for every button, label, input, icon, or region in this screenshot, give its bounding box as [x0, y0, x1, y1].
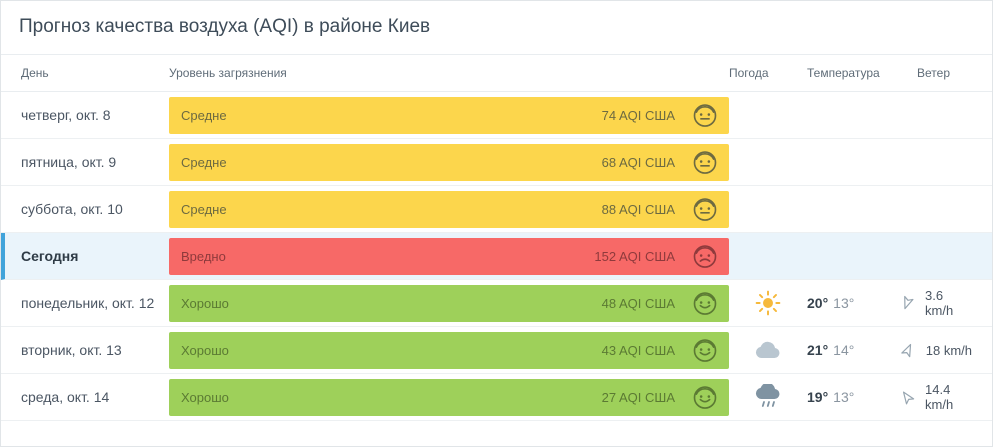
- day-label: пятница, окт. 9: [21, 154, 117, 170]
- aqi-face-icon: [691, 289, 719, 317]
- cloud-icon: [755, 341, 780, 359]
- temperature-cell: [807, 201, 899, 217]
- aqi-value: 74 AQI США: [601, 107, 675, 123]
- aqi-bar: Средне 74 AQI США: [169, 96, 729, 134]
- temperature-cell: 21° 14°: [807, 342, 899, 358]
- temperature-cell: 20° 13°: [807, 295, 899, 311]
- pollution-level-label: Средне: [181, 154, 227, 170]
- day-label: среда, окт. 14: [21, 389, 110, 405]
- wind-speed: 3.6 km/h: [925, 288, 954, 318]
- temperature-max: 20°: [807, 295, 829, 311]
- aqi-value: 152 AQI США: [594, 248, 675, 264]
- aqi-bar: Средне 68 AQI США: [169, 143, 729, 181]
- day-label: суббота, окт. 10: [21, 201, 123, 217]
- aqi-bar: Средне 88 AQI США: [169, 190, 729, 228]
- table-row[interactable]: понедельник, окт. 12 Хорошо 48 AQI США 2…: [1, 280, 992, 327]
- day-label: Сегодня: [21, 248, 79, 264]
- aqi-value: 43 AQI США: [601, 342, 675, 358]
- aqi-bar: Хорошо 48 AQI США: [169, 284, 729, 322]
- header-day: День: [21, 66, 49, 80]
- header-pollution-level: Уровень загрязнения: [169, 66, 287, 80]
- header-wind: Ветер: [917, 66, 950, 80]
- temperature-cell: 19° 13°: [807, 389, 899, 405]
- pollution-level-label: Хорошо: [181, 295, 229, 311]
- temperature-cell: [807, 107, 899, 123]
- aqi-value: 88 AQI США: [601, 201, 675, 217]
- cloud-icon: [729, 339, 807, 361]
- pollution-level-label: Хорошо: [181, 342, 229, 358]
- wind-direction-icon: [899, 389, 915, 405]
- aqi-face-icon: [691, 101, 719, 129]
- temperature-min: 14°: [833, 342, 855, 358]
- temperature-cell: [807, 248, 899, 264]
- page-title: Прогноз качества воздуха (AQI) в районе …: [19, 16, 431, 37]
- table-row[interactable]: среда, окт. 14 Хорошо 27 AQI США 19° 13° …: [1, 374, 992, 421]
- pollution-level-label: Средне: [181, 201, 227, 217]
- rain-cloud-icon: [729, 384, 807, 410]
- pollution-level-label: Вредно: [181, 248, 226, 264]
- temperature-cell: [807, 154, 899, 170]
- wind-cell: 18 km/h: [899, 342, 974, 358]
- wind-direction-icon: [899, 295, 915, 311]
- wind-direction-icon: [900, 342, 916, 358]
- aqi-bar: Хорошо 43 AQI США: [169, 331, 729, 369]
- table-row[interactable]: суббота, окт. 10 Средне 88 AQI США: [1, 186, 992, 233]
- aqi-face-icon: [691, 383, 719, 411]
- table-header-row: День Уровень загрязнения Погода Температ…: [1, 54, 992, 92]
- rain-cloud-icon: [755, 384, 780, 407]
- aqi-face-icon: [691, 336, 719, 364]
- temperature-min: 13°: [833, 295, 855, 311]
- table-row[interactable]: четверг, окт. 8 Средне 74 AQI США: [1, 92, 992, 139]
- pollution-level-label: Хорошо: [181, 389, 229, 405]
- table-row[interactable]: пятница, окт. 9 Средне 68 AQI США: [1, 139, 992, 186]
- pollution-level-label: Средне: [181, 107, 227, 123]
- aqi-value: 48 AQI США: [601, 295, 675, 311]
- table-row[interactable]: вторник, окт. 13 Хорошо 43 AQI США 21° 14…: [1, 327, 992, 374]
- header-weather: Погода: [729, 66, 769, 80]
- aqi-bar: Хорошо 27 AQI США: [169, 378, 729, 416]
- aqi-face-icon: [691, 148, 719, 176]
- temperature-min: 13°: [833, 389, 855, 405]
- wind-cell: 3.6 km/h: [899, 288, 974, 318]
- day-label: понедельник, окт. 12: [21, 295, 155, 311]
- table-row[interactable]: Сегодня Вредно 152 AQI США: [1, 233, 992, 280]
- aqi-bar: Вредно 152 AQI США: [169, 237, 729, 275]
- wind-speed: 18 km/h: [925, 342, 972, 358]
- temperature-max: 19°: [807, 389, 829, 405]
- sun-icon: [755, 290, 781, 316]
- temperature-max: 21°: [807, 342, 829, 358]
- sun-icon: [729, 290, 807, 316]
- wind-speed: 14.4 km/h: [925, 382, 954, 412]
- forecast-rows: четверг, окт. 8 Средне 74 AQI США пятниц…: [1, 92, 992, 421]
- wind-cell: 14.4 km/h: [899, 382, 974, 412]
- day-label: четверг, окт. 8: [21, 107, 111, 123]
- aqi-value: 68 AQI США: [601, 154, 675, 170]
- header-temperature: Температура: [807, 66, 880, 80]
- aqi-face-icon: [691, 242, 719, 270]
- aqi-value: 27 AQI США: [601, 389, 675, 405]
- day-label: вторник, окт. 13: [21, 342, 122, 358]
- aqi-face-icon: [691, 195, 719, 223]
